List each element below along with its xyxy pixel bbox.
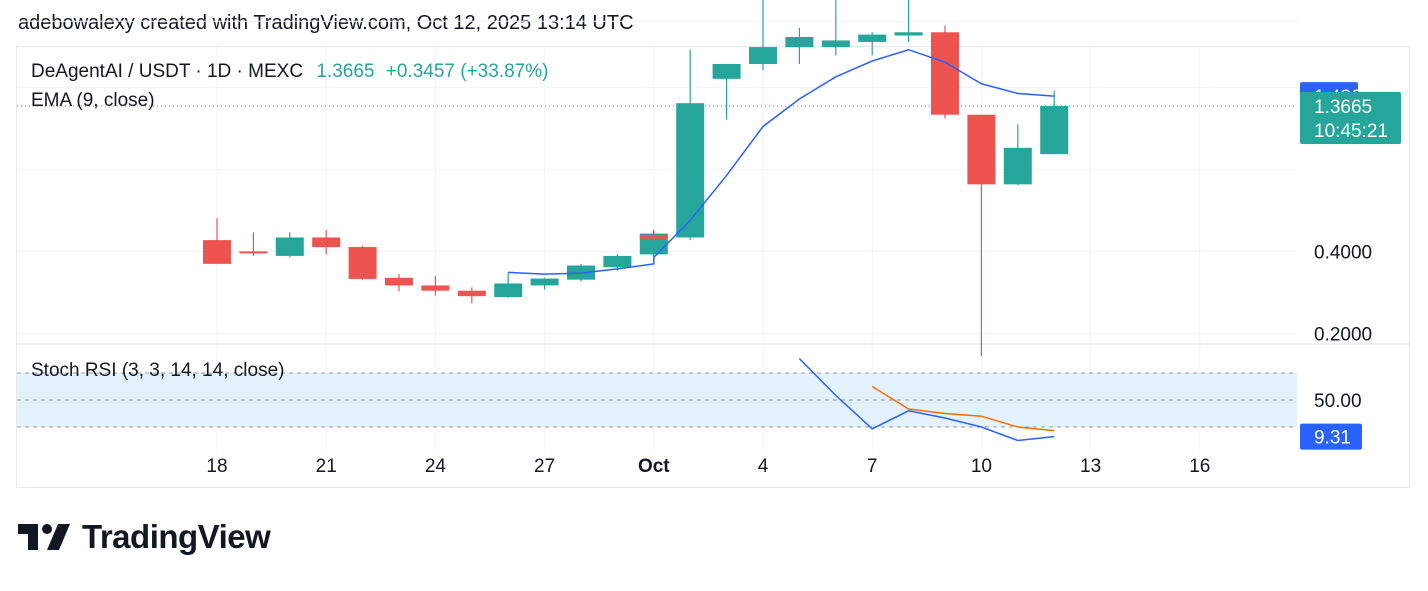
chart-frame <box>16 46 1410 488</box>
candle-body[interactable] <box>967 114 996 185</box>
chart-credit: adebowalexy created with TradingView.com… <box>18 12 634 34</box>
stoch-k-line[interactable] <box>798 358 1055 442</box>
x-axis-tick-label: 4 <box>758 456 769 477</box>
candle-body[interactable] <box>858 34 887 42</box>
candle-body[interactable] <box>785 36 814 48</box>
candle-body[interactable] <box>457 290 486 297</box>
candle-body[interactable] <box>239 251 268 254</box>
symbol-legend: DeAgentAI / USDT · 1D · MEXC 1.3665 +0.3… <box>31 61 548 83</box>
candle-body[interactable] <box>1003 147 1032 185</box>
stoch-d-line[interactable] <box>871 385 1055 432</box>
ema-line[interactable] <box>508 48 1055 275</box>
candle-body[interactable] <box>639 233 668 255</box>
candle-body[interactable] <box>894 32 923 36</box>
x-axis-tick-label: 24 <box>425 456 447 477</box>
ema-legend[interactable]: EMA (9, close) <box>31 90 155 111</box>
candle-body[interactable] <box>749 47 777 64</box>
tradingview-logo[interactable]: TradingView <box>18 518 271 556</box>
stoch-rsi-legend[interactable]: Stoch RSI (3, 3, 14, 14, close) <box>31 360 285 381</box>
candle-body[interactable] <box>530 278 559 286</box>
candle-body[interactable] <box>385 277 413 286</box>
bar-countdown-text: 10:45:21 <box>1314 121 1388 142</box>
x-axis-tick-label: 7 <box>867 456 878 477</box>
legend-change-percent: (+33.87%) <box>460 61 549 82</box>
tradingview-logo-icon <box>18 524 70 550</box>
candle-body[interactable] <box>348 247 377 279</box>
candle-body[interactable] <box>494 283 523 298</box>
candle-body[interactable] <box>639 234 668 239</box>
stoch-value-text: 9.31 <box>1314 428 1351 449</box>
last-price-text: 1.3665 <box>1314 97 1372 118</box>
symbol-name[interactable]: DeAgentAI / USDT · 1D · MEXC <box>31 61 304 82</box>
x-axis-tick-label: 27 <box>534 456 555 477</box>
candle-body[interactable] <box>312 237 341 248</box>
legend-price: 1.3665 <box>316 61 375 82</box>
x-axis-tick-label: 21 <box>316 456 337 477</box>
y-axis-tick-label: 0.2000 <box>1314 324 1372 345</box>
x-axis-tick-label: 10 <box>971 456 992 477</box>
candle-body[interactable] <box>712 63 741 79</box>
candle-body[interactable] <box>603 255 632 268</box>
candle-body[interactable] <box>1040 106 1069 155</box>
candle-body[interactable] <box>931 32 959 115</box>
candle-body[interactable] <box>421 285 450 291</box>
x-axis-tick-label: 16 <box>1189 456 1210 477</box>
y-axis-tick-label: 0.4000 <box>1314 242 1372 263</box>
candle-body[interactable] <box>821 40 850 48</box>
stoch-axis-tick-label: 50.00 <box>1314 391 1362 412</box>
candle-body[interactable] <box>203 240 231 264</box>
candle-body[interactable] <box>676 103 705 238</box>
x-axis-tick-label: 18 <box>206 456 227 477</box>
stoch-value-label <box>1300 423 1362 450</box>
last-price-label <box>1300 92 1401 145</box>
x-axis-tick-label: Oct <box>638 456 670 477</box>
legend-change: +0.3457 <box>385 61 455 82</box>
candle-body[interactable] <box>275 237 304 256</box>
tradingview-wordmark: TradingView <box>82 518 271 555</box>
x-axis-tick-label: 13 <box>1080 456 1101 477</box>
